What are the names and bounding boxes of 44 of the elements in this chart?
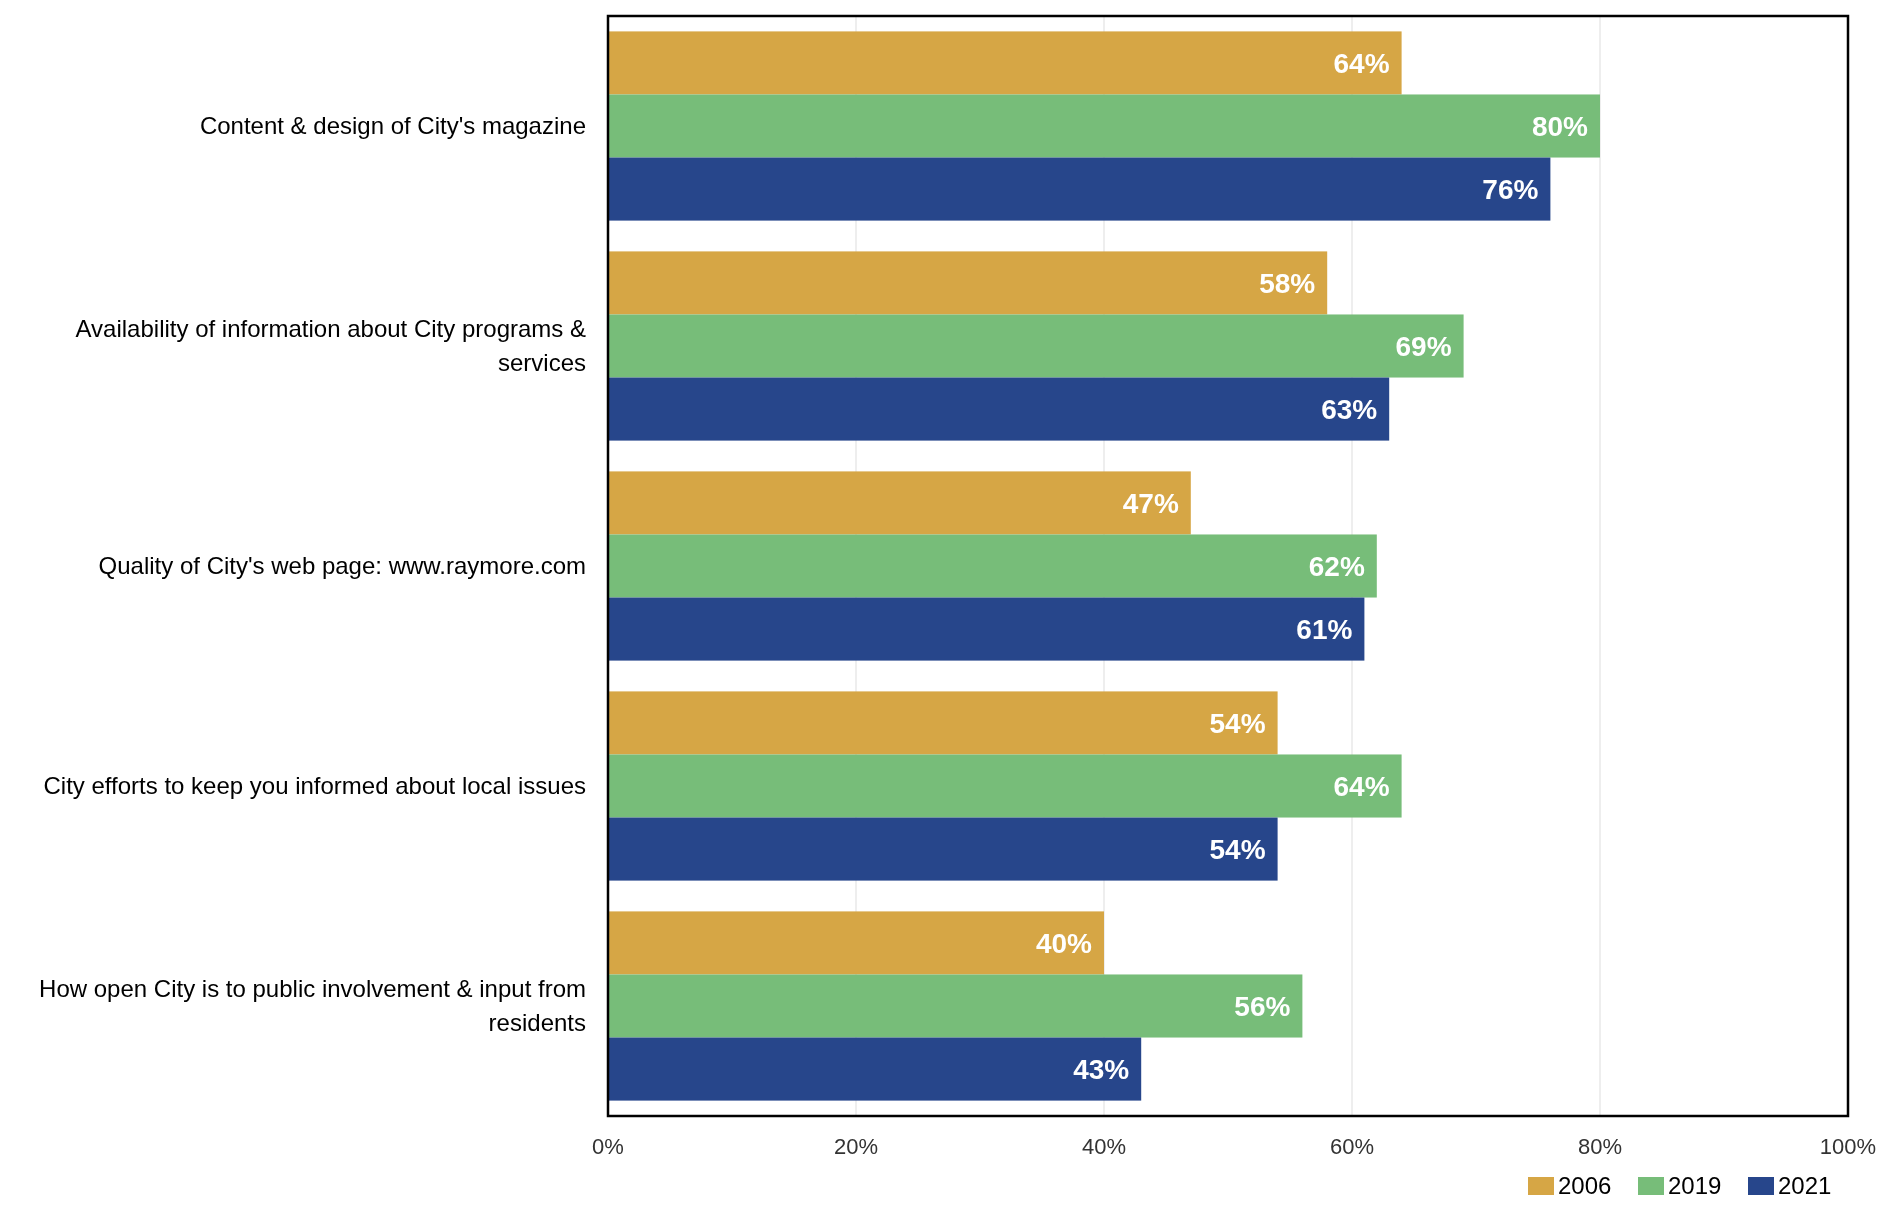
y-tick-label: How open City is to public involvement & input from residents <box>39 975 586 1037</box>
bar <box>608 691 1278 755</box>
x-tick-label: 80% <box>1577 1134 1623 1159</box>
y-tick-label: Availability of information about City programs & services <box>75 315 586 377</box>
data-label: 58% <box>1259 267 1316 299</box>
data-label: 40% <box>1035 927 1093 959</box>
y-tick-label: Quality of City's web page: www.raymore.com <box>98 552 586 580</box>
data-label: 76% <box>1482 173 1539 205</box>
data-label: 62% <box>1308 550 1365 582</box>
data-label: 64% <box>1333 47 1390 79</box>
x-tick-label: 40% <box>1081 1134 1127 1159</box>
data-label: 80% <box>1531 110 1589 142</box>
bar <box>608 534 1377 598</box>
bar <box>608 597 1365 661</box>
bar <box>608 1037 1142 1101</box>
bar <box>608 817 1278 881</box>
bar <box>608 157 1551 221</box>
data-label: 61% <box>1296 613 1353 645</box>
bar <box>608 314 1464 378</box>
data-label: 54% <box>1209 833 1266 865</box>
bar <box>608 94 1600 158</box>
bar <box>608 974 1303 1038</box>
data-label: 69% <box>1395 330 1452 362</box>
bar <box>608 377 1390 441</box>
legend-label: 2019 <box>1668 1172 1722 1200</box>
legend-label: 2006 <box>1558 1172 1612 1200</box>
bar <box>608 754 1402 818</box>
y-tick-label: Content & design of City's magazine <box>199 112 586 140</box>
data-label: 47% <box>1122 487 1179 519</box>
x-tick-label: 0% <box>592 1134 624 1159</box>
data-label: 43% <box>1073 1053 1130 1085</box>
legend-label: 2021 <box>1778 1172 1832 1200</box>
data-label: 54% <box>1209 707 1266 739</box>
data-label: 56% <box>1234 990 1291 1022</box>
x-tick-label: 60% <box>1329 1134 1375 1159</box>
x-tick-label: 100% <box>1819 1134 1877 1159</box>
x-tick-label: 20% <box>833 1134 879 1159</box>
bar <box>608 471 1191 535</box>
bar <box>608 31 1402 95</box>
bar <box>608 251 1328 315</box>
data-label: 64% <box>1333 770 1390 802</box>
bar <box>608 911 1104 975</box>
data-label: 63% <box>1321 393 1378 425</box>
y-tick-label: City efforts to keep you informed about local issues <box>43 772 586 800</box>
